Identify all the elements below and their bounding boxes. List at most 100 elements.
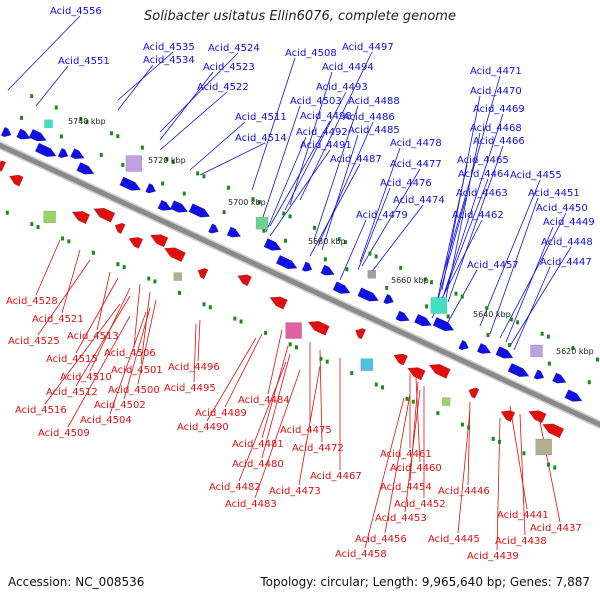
forward-gene-arrow [552,372,567,384]
feature-dot [571,346,575,351]
reverse-gene-label: Acid_4439 [467,551,519,562]
feature-dot [147,276,151,281]
reverse-gene-label: Acid_4452 [394,499,446,510]
gene-shape [114,222,126,235]
feature-dot [165,157,169,162]
reverse-label-line [267,329,283,395]
kbp-tick-label: 5660 kbp [391,276,429,285]
forward-gene-label: Acid_4551 [58,56,110,67]
gene-shape [163,247,186,263]
forward-gene-label: Acid_4491 [300,140,352,151]
forward-gene-arrow [226,226,242,238]
feature-dot [116,262,120,267]
feature-dot [411,399,415,404]
feature-dot [182,191,186,196]
feature-dot [374,382,378,387]
reverse-gene-arrow [307,320,330,336]
reverse-gene-label: Acid_4489 [195,408,247,419]
feature-dot [140,145,144,150]
kbp-tick-label: 5620 kbp [556,347,594,356]
gene-shape [226,226,242,238]
reverse-label-line [140,291,151,365]
forward-gene-label: Acid_4523 [203,62,255,73]
reverse-gene-label: Acid_4461 [380,449,432,460]
forward-label-line [189,121,246,171]
reverse-gene-label: Acid_4438 [495,536,547,547]
gene-shape [552,372,567,384]
reverse-gene-arrow [163,247,186,263]
reverse-gene-label: Acid_4516 [15,405,67,416]
gene-shape [128,236,144,249]
feature-dot [553,465,557,470]
reverse-gene-arrow [150,234,169,248]
reverse-gene-label: Acid_4446 [438,486,490,497]
feature-dot [313,225,317,230]
reverse-gene-label: Acid_4500 [108,385,160,396]
forward-label-line [513,266,551,351]
reverse-gene-label: Acid_4480 [232,459,284,470]
reverse-gene-label: Acid_4437 [530,523,582,534]
forward-gene-label: Acid_4470 [470,86,522,97]
forward-gene-label: Acid_4492 [296,127,348,138]
reverse-label-line [75,277,119,354]
feature-dot [202,302,206,307]
feature-dot [491,436,495,441]
reverse-gene-label: Acid_4458 [335,549,387,560]
feature-dot [288,342,292,347]
feature-dot [30,222,34,227]
forward-gene-arrow [320,264,335,276]
forward-label-line [269,149,331,237]
reverse-label-line [496,417,501,551]
gene-shape [395,310,410,322]
forward-label-line [489,197,539,335]
reverse-label-line [457,409,471,534]
gene-shape [119,176,142,191]
forward-gene-label: Acid_4535 [143,42,195,53]
reverse-gene-label: Acid_4525 [8,336,60,347]
forward-gene-arrow [357,287,380,302]
reverse-gene-label: Acid_4513 [67,331,119,342]
feature-dot [59,134,63,139]
reverse-gene-arrow [542,423,565,439]
feature-dot [233,316,237,321]
forward-gene-label: Acid_4451 [528,188,580,199]
gene-shape [320,264,335,276]
feature-box [530,344,543,358]
reverse-gene-label: Acid_4512 [46,387,98,398]
feature-dot [368,251,372,256]
forward-label-line [369,204,424,275]
reverse-gene-arrow [355,328,367,340]
forward-label-line [159,52,239,133]
forward-label-line [359,147,401,263]
forward-label-line [445,132,481,299]
gene-shape [208,223,219,234]
gene-shape [197,268,209,280]
feature-dot [20,115,24,120]
feature-dot [226,185,230,190]
forward-label-line [289,71,333,206]
forward-label-line [261,105,301,221]
forward-gene-arrow [119,176,142,191]
forward-label-line [159,91,228,151]
feature-dot [294,345,298,350]
feature-dot [239,319,243,324]
feature-dot [454,291,458,296]
reverse-gene-label: Acid_4515 [46,354,98,365]
forward-gene-label: Acid_4511 [235,112,287,123]
reverse-label-line [384,393,411,534]
kbp-tick-label: 5640 kbp [473,310,511,319]
reverse-gene-label: Acid_4504 [80,415,132,426]
forward-gene-label: Acid_4471 [470,66,522,77]
feature-dot [343,240,347,245]
forward-label-line [509,246,572,347]
gene-shape [157,199,172,211]
forward-gene-label: Acid_4477 [390,159,442,170]
forward-gene-label: Acid_4556 [50,6,102,17]
forward-label-line [117,51,174,101]
forward-label-line [447,145,504,303]
forward-gene-label: Acid_4465 [457,155,509,166]
reverse-label-line [133,283,141,348]
reverse-gene-arrow [500,410,516,423]
feature-dot [91,250,95,255]
reverse-gene-label: Acid_4501 [111,365,163,376]
